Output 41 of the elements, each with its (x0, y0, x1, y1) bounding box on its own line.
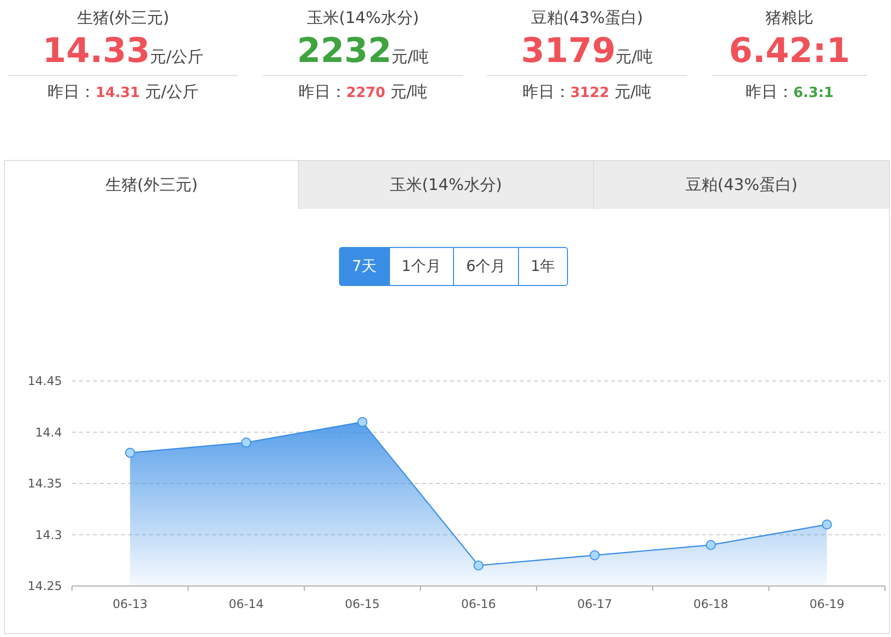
text: 元/吨 (392, 47, 430, 66)
text: 1年 (518, 248, 568, 285)
x-tick-label: 06-13 (112, 597, 148, 611)
x-tick-label: 06-19 (809, 597, 844, 611)
chart-title: 生猪(外三元) (5, 161, 299, 209)
x-tick-label: 06-14 (228, 597, 264, 611)
x-tick-label: 06-18 (693, 597, 728, 611)
text: 昨日： (298, 82, 346, 101)
text: 元/公斤 (144, 82, 198, 101)
data-label: 3122 (570, 85, 610, 101)
text: 豆粕(43%蛋白) (594, 161, 890, 209)
text: 6个月 (453, 248, 518, 285)
text: 昨日： (522, 82, 570, 101)
data-label: 2232 (296, 31, 392, 71)
data-label: 6.42:1 (728, 31, 850, 71)
data-label: 2270 (346, 85, 386, 101)
data-label: 6.3:1 (793, 85, 834, 101)
y-tick-label: 14.4 (35, 425, 62, 440)
data-label: 14.31 (96, 85, 140, 101)
y-tick-label: 14.3 (35, 528, 62, 542)
text: 豆粕(43%蛋白) (530, 8, 644, 29)
text: 玉米(14%水分) (306, 8, 420, 29)
text: 元/公斤 (150, 47, 204, 66)
data-label: 3179 (520, 31, 616, 71)
text: 1个月 (388, 248, 454, 285)
text: 元/吨 (616, 47, 654, 66)
y-tick-label: 14.45 (28, 374, 62, 388)
y-tick-label: 14.35 (28, 476, 62, 490)
text: 猪粮比 (764, 8, 814, 29)
text: 生猪(外三元) (76, 8, 170, 29)
text: 元/吨 (390, 82, 428, 101)
text: 昨日： (745, 82, 794, 101)
text: 玉米(14%水分) (299, 161, 594, 209)
data-label: 14.33 (42, 31, 150, 71)
x-tick-label: 06-15 (344, 597, 380, 611)
x-tick-label: 06-16 (461, 597, 496, 611)
x-tick-label: 06-17 (577, 597, 612, 611)
y-tick-label: 14.25 (28, 579, 62, 593)
text: 7天 (340, 248, 389, 285)
text: 昨日： (48, 82, 96, 101)
text: 元/吨 (614, 82, 652, 101)
